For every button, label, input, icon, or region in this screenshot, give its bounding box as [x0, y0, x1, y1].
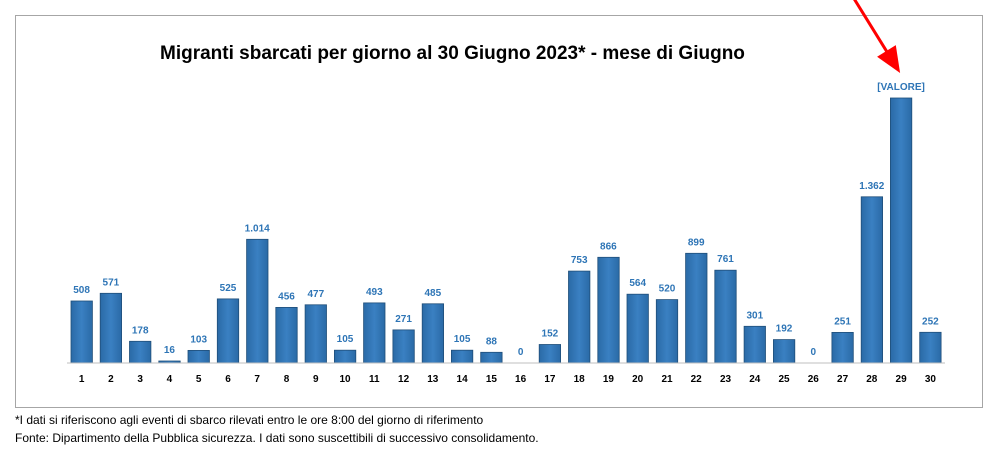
bar-day-8	[275, 306, 298, 364]
data-label-day-11: 493	[366, 287, 383, 298]
bar-day-17	[538, 344, 562, 364]
x-tick-label-3: 3	[137, 374, 143, 385]
x-tick-label-4: 4	[167, 374, 173, 385]
x-tick-label-2: 2	[108, 374, 114, 385]
data-label-day-21: 520	[659, 284, 676, 295]
data-label-day-5: 103	[190, 334, 207, 345]
x-tick-label-15: 15	[486, 374, 498, 385]
x-tick-label-10: 10	[339, 374, 351, 385]
bar-day-2	[99, 292, 122, 364]
data-label-day-1: 508	[73, 285, 90, 296]
annotation-arrow-shaft	[853, 0, 888, 53]
data-label-day-8: 456	[278, 291, 295, 302]
x-tick-label-16: 16	[515, 374, 527, 385]
data-label-day-24: 301	[746, 310, 763, 321]
bar-day-15	[480, 351, 503, 364]
x-tick-label-18: 18	[574, 374, 586, 385]
data-label-day-16: 0	[518, 347, 524, 358]
data-label-day-19: 866	[600, 241, 617, 252]
bar-day-24	[743, 325, 766, 364]
x-tick-label-24: 24	[749, 374, 761, 385]
data-label-day-28: 1.362	[859, 181, 884, 192]
x-tick-label-19: 19	[603, 374, 615, 385]
bar-day-5	[187, 349, 210, 364]
x-tick-label-30: 30	[925, 374, 937, 385]
annotation-arrow-head	[877, 45, 901, 74]
footnote-source: Fonte: Dipartimento della Pubblica sicur…	[15, 431, 539, 445]
data-label-day-9: 477	[307, 289, 324, 300]
x-tick-label-22: 22	[691, 374, 703, 385]
data-label-day-15: 88	[486, 336, 498, 347]
data-label-day-7: 1.014	[245, 223, 270, 234]
bar-day-30	[919, 331, 942, 364]
bar-day-19	[597, 256, 620, 364]
bar-day-6	[216, 298, 240, 364]
x-tick-label-17: 17	[544, 374, 556, 385]
x-tick-label-27: 27	[837, 374, 849, 385]
x-tick-label-9: 9	[313, 374, 319, 385]
bar-day-1	[70, 300, 93, 364]
bar-day-20	[626, 293, 649, 364]
chart-title: Migranti sbarcati per giorno al 30 Giugn…	[160, 43, 745, 64]
chart-frame	[15, 15, 983, 408]
bar-day-11	[363, 302, 386, 364]
data-label-day-26: 0	[811, 347, 817, 358]
x-tick-label-29: 29	[896, 374, 908, 385]
data-label-day-10: 105	[337, 334, 354, 345]
bar-day-21	[655, 299, 679, 364]
bar-day-27	[831, 331, 854, 364]
x-tick-label-8: 8	[284, 374, 290, 385]
x-tick-label-13: 13	[427, 374, 439, 385]
data-label-day-20: 564	[629, 278, 646, 289]
data-label-day-29: [VALORE]	[877, 82, 925, 93]
bar-day-29	[890, 97, 913, 364]
bar-day-23	[714, 269, 737, 364]
bar-day-3	[129, 340, 152, 364]
bar-day-13	[421, 303, 445, 364]
bar-day-28	[860, 196, 884, 364]
bar-day-12	[392, 329, 415, 364]
x-tick-label-7: 7	[254, 374, 260, 385]
bar-day-7	[246, 238, 269, 364]
data-label-day-18: 753	[571, 255, 588, 266]
data-label-day-30: 252	[922, 316, 939, 327]
data-label-day-4: 16	[164, 345, 176, 356]
bar-day-25	[773, 339, 796, 364]
data-label-day-12: 271	[395, 314, 412, 325]
footnote-note: *I dati si riferiscono agli eventi di sb…	[15, 413, 484, 427]
x-tick-label-14: 14	[457, 374, 469, 385]
x-tick-label-11: 11	[369, 374, 380, 385]
bar-day-10	[333, 349, 357, 364]
data-label-day-6: 525	[220, 283, 237, 294]
data-label-day-14: 105	[454, 334, 471, 345]
data-label-day-25: 192	[776, 324, 793, 335]
x-tick-label-25: 25	[778, 374, 790, 385]
data-label-day-17: 152	[542, 329, 559, 340]
data-label-day-22: 899	[688, 237, 705, 248]
x-tick-label-26: 26	[808, 374, 820, 385]
x-tick-label-5: 5	[196, 374, 202, 385]
x-tick-label-6: 6	[225, 374, 231, 385]
x-tick-label-23: 23	[720, 374, 732, 385]
data-label-day-23: 761	[717, 254, 734, 265]
bar-day-14	[450, 349, 474, 364]
data-label-day-2: 571	[103, 277, 120, 288]
data-label-day-27: 251	[834, 316, 851, 327]
bar-day-18	[568, 270, 591, 364]
x-tick-label-21: 21	[661, 374, 673, 385]
x-tick-label-28: 28	[866, 374, 878, 385]
bar-day-9	[304, 304, 327, 364]
x-tick-label-20: 20	[632, 374, 644, 385]
bar-day-22	[685, 252, 708, 364]
data-label-day-13: 485	[424, 288, 441, 299]
x-tick-label-12: 12	[398, 374, 410, 385]
data-label-day-3: 178	[132, 325, 149, 336]
x-tick-label-1: 1	[79, 374, 85, 385]
